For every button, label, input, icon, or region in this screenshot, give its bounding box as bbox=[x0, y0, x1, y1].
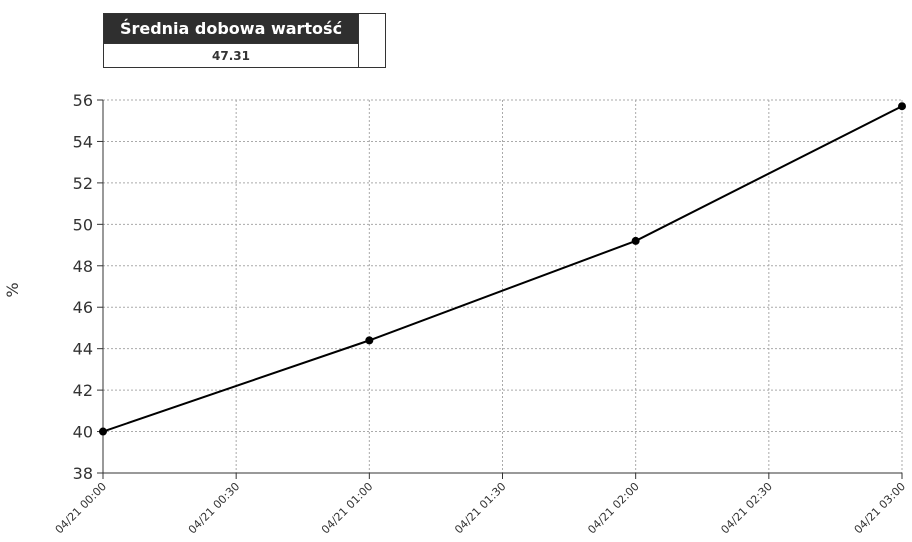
summary-blank bbox=[358, 14, 387, 67]
y-tick-label: 56 bbox=[73, 91, 93, 110]
y-tick-label: 52 bbox=[73, 174, 93, 193]
y-tick-label: 40 bbox=[73, 423, 93, 442]
y-tick-label: 46 bbox=[73, 298, 93, 317]
summary-card: Średnia dobowa wartość 47.31 bbox=[103, 13, 386, 68]
y-tick-label: 50 bbox=[73, 215, 93, 234]
y-tick-label: 44 bbox=[73, 340, 93, 359]
x-tick-label: 04/21 01:30 bbox=[452, 480, 509, 537]
data-point bbox=[898, 102, 906, 111]
x-tick-label: 04/21 00:00 bbox=[53, 480, 110, 537]
data-point bbox=[365, 336, 374, 345]
data-point bbox=[99, 427, 107, 436]
x-tick-label: 04/21 03:00 bbox=[852, 480, 909, 537]
x-tick-label: 04/21 02:00 bbox=[585, 480, 642, 537]
y-tick-label: 48 bbox=[73, 257, 93, 276]
x-tick-label: 04/21 00:30 bbox=[186, 480, 243, 537]
y-axis-label: % bbox=[3, 282, 22, 297]
y-tick-label: 38 bbox=[73, 464, 93, 483]
data-point bbox=[631, 236, 640, 245]
summary-title: Średnia dobowa wartość bbox=[104, 14, 358, 43]
y-tick-label: 42 bbox=[73, 381, 93, 400]
summary-value: 47.31 bbox=[104, 43, 358, 68]
series-line bbox=[102, 105, 903, 433]
y-tick-label: 54 bbox=[73, 132, 93, 151]
x-tick-label: 04/21 02:30 bbox=[718, 480, 775, 537]
x-tick-label: 04/21 01:00 bbox=[319, 480, 376, 537]
